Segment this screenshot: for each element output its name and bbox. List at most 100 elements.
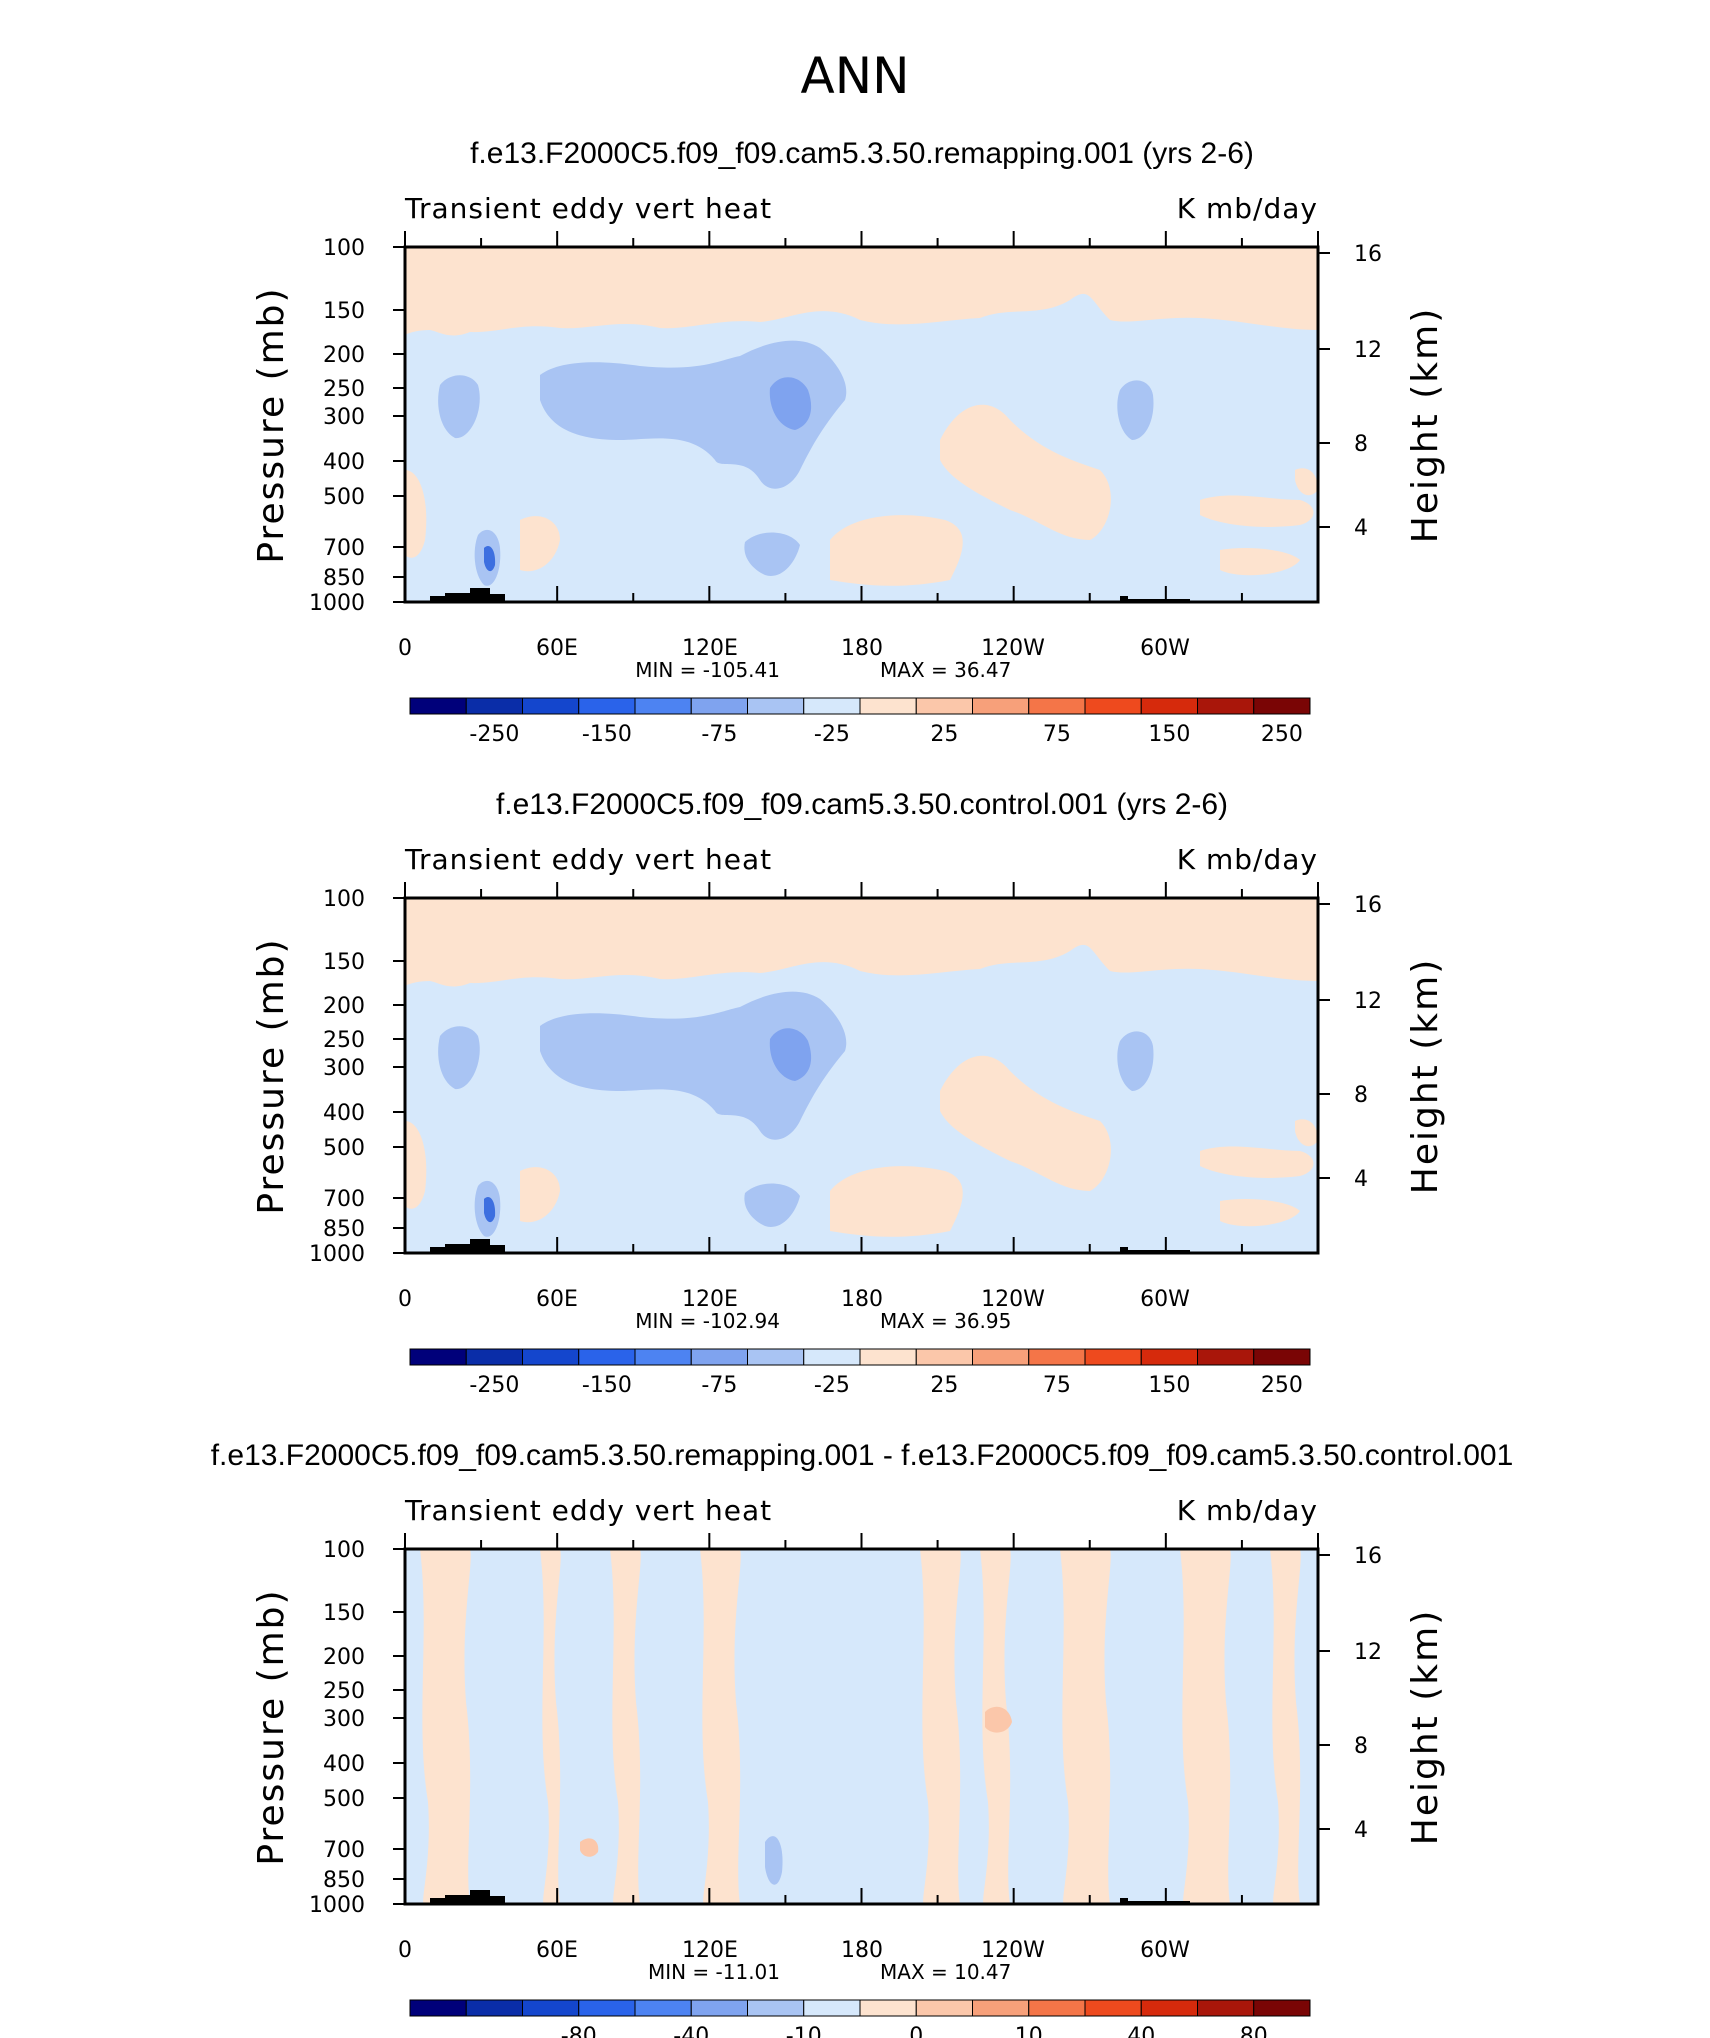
topography-africa bbox=[430, 1239, 505, 1253]
y-tick-label: 150 bbox=[323, 1601, 365, 1626]
region-negative-americas bbox=[1117, 1031, 1154, 1091]
colorbar-swatch bbox=[803, 1999, 861, 2017]
colorbar-swatch bbox=[1197, 1999, 1255, 2017]
colorbar-swatch bbox=[409, 697, 467, 715]
colorbar-swatch bbox=[915, 697, 973, 715]
panel-title: f.e13.F2000C5.f09_f09.cam5.3.50.remappin… bbox=[470, 137, 1254, 170]
topography-africa bbox=[430, 588, 505, 602]
y-tick-label: 100 bbox=[323, 887, 365, 912]
colorbar-swatch bbox=[690, 1999, 748, 2017]
y-tick-label: 500 bbox=[323, 1136, 365, 1161]
x-tick-label: 120W bbox=[981, 1287, 1045, 1312]
region-diff-positive-1 bbox=[540, 1549, 561, 1904]
y-tick-label: 850 bbox=[323, 566, 365, 591]
region-diff-positive-core bbox=[985, 1706, 1012, 1733]
field-background bbox=[405, 1549, 1318, 1904]
y-tick-label: 200 bbox=[323, 343, 365, 368]
max-label: MAX = 36.47 bbox=[880, 658, 1011, 682]
region-positive-west bbox=[405, 470, 427, 558]
colorbar-swatch bbox=[972, 697, 1030, 715]
min-label: MIN = -105.41 bbox=[635, 658, 780, 682]
colorbar-swatch bbox=[578, 697, 636, 715]
region-diff-positive-4 bbox=[920, 1549, 961, 1904]
colorbar-swatch bbox=[1028, 1348, 1086, 1366]
y-right-axis-title: Height (km) bbox=[1405, 958, 1446, 1194]
y-tick-label: 700 bbox=[323, 536, 365, 561]
colorbar-tick-label: -250 bbox=[469, 1373, 519, 1398]
y-tick-label: 250 bbox=[323, 1028, 365, 1053]
region-negative-surface-core bbox=[484, 1196, 496, 1223]
topography-africa bbox=[430, 1890, 505, 1904]
region-negative-core bbox=[769, 1028, 812, 1081]
x-tick-label: 0 bbox=[398, 1938, 412, 1963]
colorbar-tick-label: 10 bbox=[1015, 2024, 1043, 2038]
max-label: MAX = 10.47 bbox=[880, 1960, 1011, 1984]
region-positive-atlantic bbox=[1200, 495, 1314, 527]
x-tick-label: 120E bbox=[682, 1287, 738, 1312]
region-diff-positive-3 bbox=[700, 1549, 741, 1904]
y-tick-label: 300 bbox=[323, 405, 365, 430]
colorbar-swatch bbox=[915, 1348, 973, 1366]
variable-label: Transient eddy vert heat bbox=[404, 1494, 772, 1527]
region-negative-jet bbox=[540, 991, 847, 1140]
colorbar-swatch bbox=[1084, 697, 1142, 715]
y-tick-label: 400 bbox=[323, 1101, 365, 1126]
y-tick-label: 1000 bbox=[309, 1242, 365, 1267]
x-tick-label: 60E bbox=[536, 1287, 578, 1312]
y-tick-label: 100 bbox=[323, 1538, 365, 1563]
colorbar-tick-label: -150 bbox=[582, 722, 632, 747]
colorbar-swatch bbox=[747, 1348, 805, 1366]
y-right-tick-label: 12 bbox=[1354, 1640, 1382, 1665]
colorbar-swatch bbox=[859, 697, 917, 715]
plot-field bbox=[405, 247, 1318, 602]
y-tick-label: 150 bbox=[323, 299, 365, 324]
min-label: MIN = -11.01 bbox=[648, 1960, 780, 1984]
y-tick-label: 200 bbox=[323, 994, 365, 1019]
x-tick-label: 60E bbox=[536, 636, 578, 661]
y-tick-label: 500 bbox=[323, 485, 365, 510]
colorbar-swatch bbox=[972, 1348, 1030, 1366]
region-diff-positive-low bbox=[580, 1838, 599, 1857]
y-tick-label: 150 bbox=[323, 950, 365, 975]
colorbar-swatch bbox=[465, 697, 523, 715]
y-right-tick-label: 4 bbox=[1354, 1818, 1368, 1843]
colorbar-swatch bbox=[634, 697, 692, 715]
region-diff-positive-7 bbox=[1180, 1549, 1231, 1904]
y-tick-label: 300 bbox=[323, 1707, 365, 1732]
colorbar-tick-label: 250 bbox=[1261, 1373, 1303, 1398]
colorbar-tick-label: -150 bbox=[582, 1373, 632, 1398]
region-positive-east-pacific bbox=[940, 1055, 1111, 1191]
colorbar-tick-label: 40 bbox=[1127, 2024, 1155, 2038]
colorbar-swatch bbox=[915, 1999, 973, 2017]
y-right-tick-label: 12 bbox=[1354, 338, 1382, 363]
colorbar-tick-label: -250 bbox=[469, 722, 519, 747]
region-negative-africa bbox=[438, 1026, 480, 1090]
panel-1: f.e13.F2000C5.f09_f09.cam5.3.50.remappin… bbox=[251, 137, 1446, 747]
region-positive-edge bbox=[1295, 1119, 1318, 1147]
colorbar-swatch bbox=[1140, 1348, 1198, 1366]
region-negative-lower bbox=[744, 1183, 800, 1227]
colorbar-tick-label: -75 bbox=[701, 1373, 737, 1398]
colorbar-swatch bbox=[690, 697, 748, 715]
colorbar-tick-label: 150 bbox=[1148, 1373, 1190, 1398]
y-right-tick-label: 12 bbox=[1354, 989, 1382, 1014]
region-positive-west bbox=[405, 1121, 427, 1209]
colorbar-swatch bbox=[1028, 1999, 1086, 2017]
y-right-tick-label: 8 bbox=[1354, 1083, 1368, 1108]
region-stratosphere-positive bbox=[405, 898, 1318, 987]
region-negative-americas bbox=[1117, 380, 1154, 440]
region-negative-africa bbox=[438, 375, 480, 439]
colorbar-swatch bbox=[522, 1348, 580, 1366]
colorbar-swatch bbox=[1253, 1999, 1311, 2017]
colorbar-swatch bbox=[634, 1999, 692, 2017]
region-positive-africa-low bbox=[520, 1167, 560, 1223]
region-positive-pacific bbox=[830, 515, 963, 586]
y-tick-label: 400 bbox=[323, 1752, 365, 1777]
colorbar-swatch bbox=[690, 1348, 748, 1366]
y-tick-label: 850 bbox=[323, 1868, 365, 1893]
colorbar-tick-label: 150 bbox=[1148, 722, 1190, 747]
x-tick-label: 120W bbox=[981, 636, 1045, 661]
colorbar-swatch bbox=[747, 697, 805, 715]
colorbar-tick-label: -10 bbox=[786, 2024, 822, 2038]
units-label: K mb/day bbox=[1177, 1494, 1318, 1527]
